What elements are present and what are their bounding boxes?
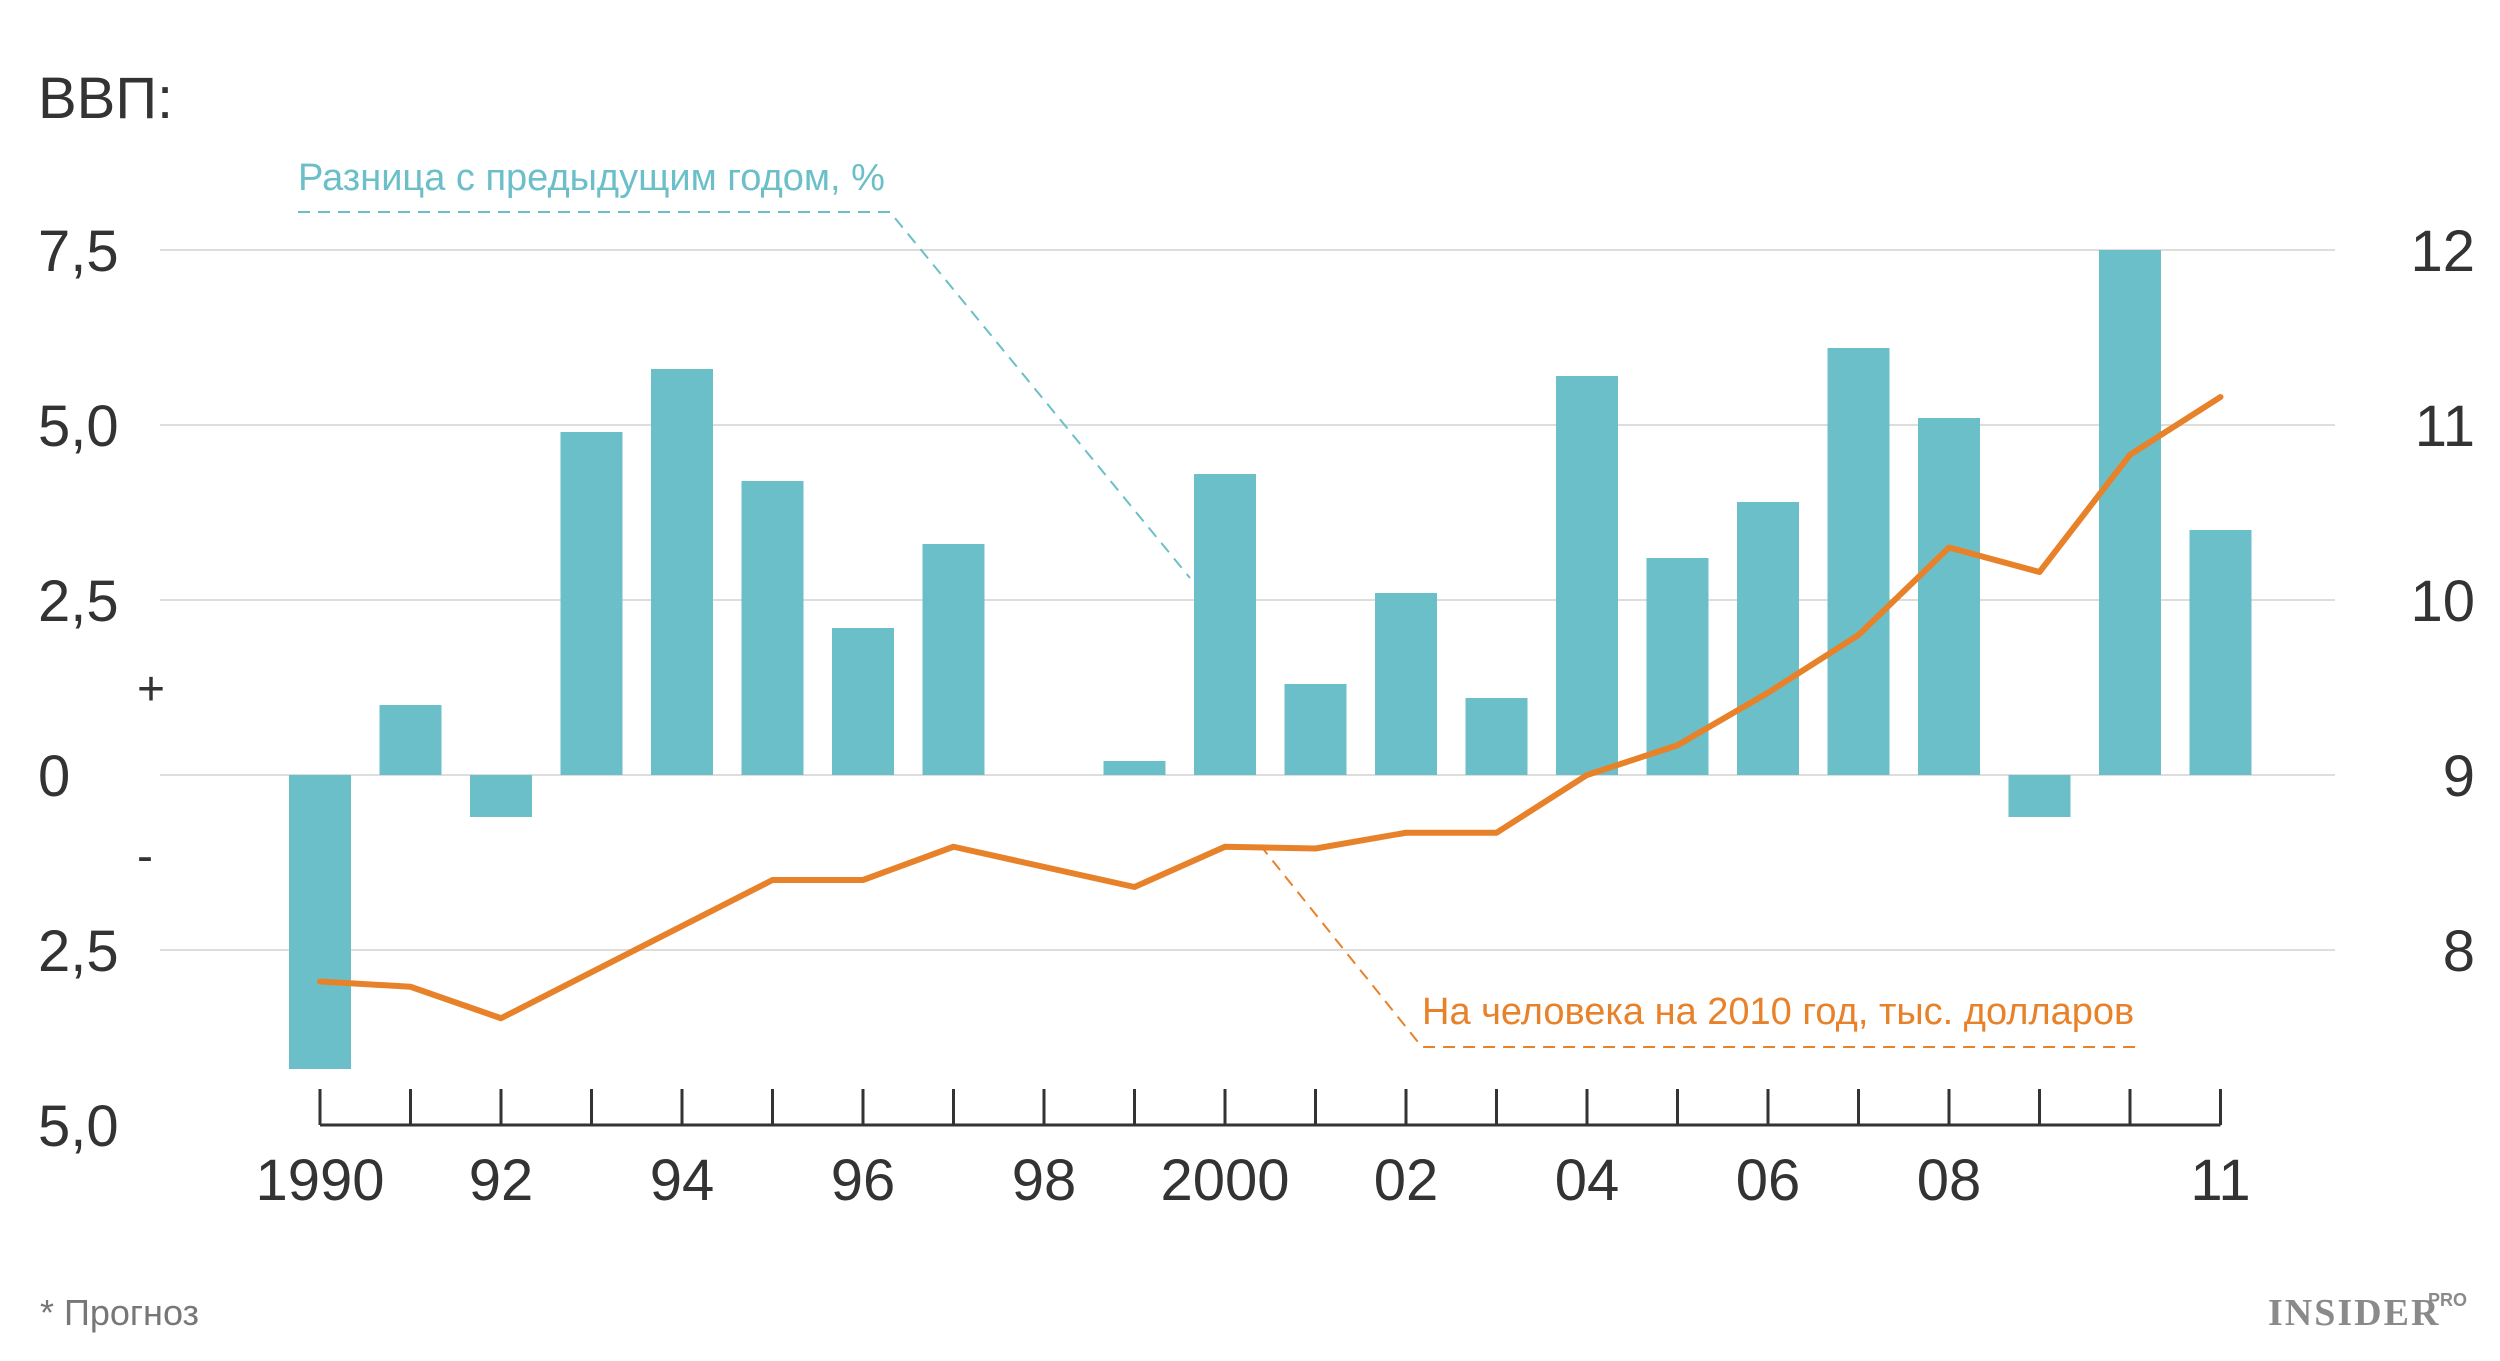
bar xyxy=(1827,348,1890,775)
bar xyxy=(1375,593,1437,775)
line-series xyxy=(317,394,2224,1022)
right-tick-label: 9 xyxy=(2443,744,2475,809)
x-tick-label: 06 xyxy=(1736,1148,1801,1213)
legend-line-leader xyxy=(1259,844,2142,1048)
right-tick-label: 10 xyxy=(2410,569,2475,634)
x-tick-label: 96 xyxy=(831,1148,896,1213)
bar xyxy=(1918,418,1980,775)
x-tick-label: 1990 xyxy=(255,1148,384,1213)
left-tick-label: 7,5 xyxy=(38,219,119,284)
x-tick-label: 02 xyxy=(1374,1148,1439,1213)
bar xyxy=(1103,761,1166,775)
bar xyxy=(2008,775,2071,817)
legend-bar-leader xyxy=(298,211,1191,579)
bar xyxy=(289,775,351,1069)
bar-series xyxy=(289,250,2252,1069)
bar xyxy=(1646,558,1709,775)
bar xyxy=(1465,698,1528,775)
bar xyxy=(1284,684,1347,775)
bar xyxy=(470,775,532,817)
brand-logo: INSIDER xyxy=(2268,1292,2440,1334)
bar xyxy=(379,705,442,775)
left-tick-label: 5,0 xyxy=(38,394,119,459)
bar xyxy=(2099,250,2161,775)
x-tick-label: 92 xyxy=(469,1148,534,1213)
axis-labels: 7,5 5,0 2,5 0 2,5 5,0 12 11 10 9 8 xyxy=(38,219,2475,1159)
bar xyxy=(1194,474,1256,775)
minus-label: - xyxy=(137,830,153,883)
plus-label: + xyxy=(137,663,165,716)
left-tick-label: 2,5 xyxy=(38,569,119,634)
bar xyxy=(1737,502,1799,775)
legend-line-label: На человека на 2010 год, тыс. долларов xyxy=(1422,991,2134,1033)
right-tick-label: 8 xyxy=(2443,919,2475,984)
left-tick-label: 5,0 xyxy=(38,1094,119,1159)
bar xyxy=(741,481,804,775)
bar xyxy=(922,544,985,775)
bar xyxy=(651,369,713,775)
footnote: * Прогноз xyxy=(40,1292,199,1333)
left-tick-label: 0 xyxy=(38,744,70,809)
legend-bar-label: Разница с предыдущим годом, % xyxy=(298,157,885,199)
right-tick-label: 12 xyxy=(2410,219,2475,284)
brand-logo-sub: PRO xyxy=(2428,1290,2467,1310)
bar xyxy=(560,432,623,775)
right-tick-label: 11 xyxy=(2415,394,2475,459)
legend xyxy=(298,211,2142,1048)
x-tick-label: 11 xyxy=(2190,1148,2250,1213)
bar xyxy=(2189,530,2252,775)
x-tick-label: 04 xyxy=(1555,1148,1620,1213)
x-tick-label: 94 xyxy=(650,1148,715,1213)
x-tick-label: 08 xyxy=(1917,1148,1982,1213)
x-axis: 1990 92 94 96 98 2000 02 04 06 08 11 xyxy=(255,1089,2251,1213)
bar xyxy=(832,628,894,775)
bar xyxy=(1556,376,1618,775)
left-tick-label: 2,5 xyxy=(38,919,119,984)
x-tick-label: 98 xyxy=(1012,1148,1077,1213)
x-tick-label: 2000 xyxy=(1160,1148,1289,1213)
chart-title: ВВП: xyxy=(38,66,173,131)
gdp-per-capita-line xyxy=(317,394,2224,1022)
